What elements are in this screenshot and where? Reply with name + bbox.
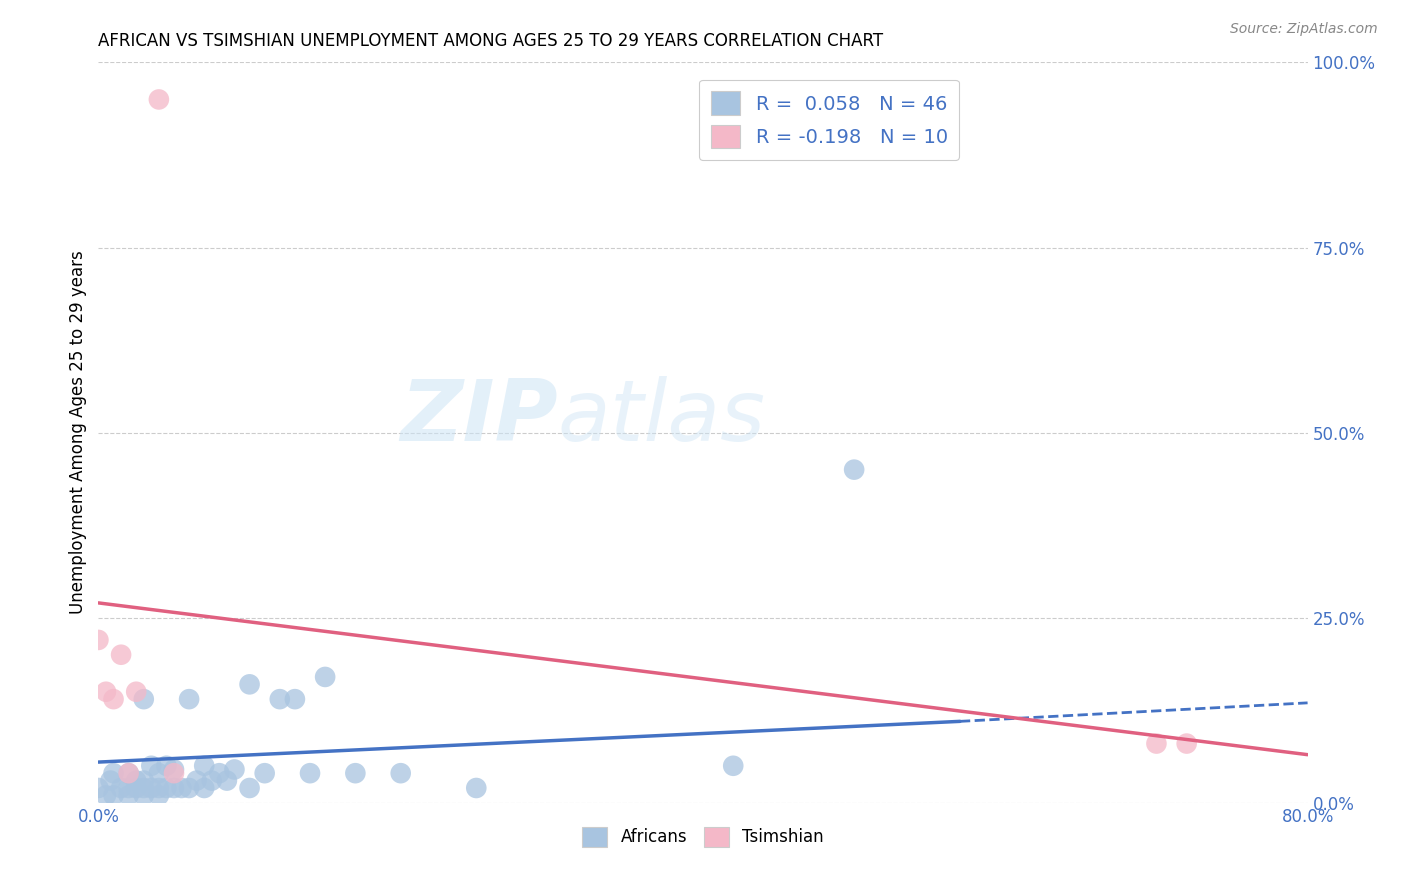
Point	[239, 780, 262, 795]
Point	[125, 780, 148, 795]
Point	[141, 758, 163, 772]
Point	[148, 92, 170, 106]
Point	[201, 773, 224, 788]
Point	[103, 692, 125, 706]
Point	[170, 780, 193, 795]
Point	[118, 789, 141, 803]
Point	[103, 766, 125, 780]
Point	[103, 789, 125, 803]
Point	[118, 766, 141, 780]
Point	[125, 773, 148, 788]
Point	[1144, 737, 1167, 751]
Point	[284, 692, 307, 706]
Point	[269, 692, 291, 706]
Point	[186, 773, 208, 788]
Point	[163, 763, 186, 777]
Point	[344, 766, 367, 780]
Point	[844, 462, 866, 476]
Point	[141, 780, 163, 795]
Point	[132, 692, 155, 706]
Point	[132, 780, 155, 795]
Point	[148, 766, 170, 780]
Text: Source: ZipAtlas.com: Source: ZipAtlas.com	[1230, 22, 1378, 37]
Point	[465, 780, 488, 795]
Text: ZIP: ZIP	[401, 376, 558, 459]
Point	[148, 789, 170, 803]
Point	[193, 758, 215, 772]
Point	[253, 766, 276, 780]
Point	[208, 766, 231, 780]
Point	[389, 766, 412, 780]
Point	[94, 685, 117, 699]
Legend: Africans, Tsimshian: Africans, Tsimshian	[575, 820, 831, 854]
Point	[1175, 737, 1198, 751]
Point	[132, 773, 155, 788]
Point	[224, 763, 246, 777]
Point	[87, 632, 110, 647]
Point	[148, 780, 170, 795]
Point	[110, 780, 132, 795]
Point	[132, 789, 155, 803]
Text: atlas: atlas	[558, 376, 766, 459]
Point	[193, 780, 215, 795]
Point	[125, 685, 148, 699]
Point	[179, 692, 201, 706]
Point	[299, 766, 322, 780]
Y-axis label: Unemployment Among Ages 25 to 29 years: Unemployment Among Ages 25 to 29 years	[69, 251, 87, 615]
Text: AFRICAN VS TSIMSHIAN UNEMPLOYMENT AMONG AGES 25 TO 29 YEARS CORRELATION CHART: AFRICAN VS TSIMSHIAN UNEMPLOYMENT AMONG …	[98, 32, 883, 50]
Point	[100, 773, 122, 788]
Point	[215, 773, 238, 788]
Point	[94, 789, 117, 803]
Point	[163, 780, 186, 795]
Point	[155, 780, 177, 795]
Point	[155, 758, 177, 772]
Point	[723, 758, 745, 772]
Point	[118, 766, 141, 780]
Point	[179, 780, 201, 795]
Point	[163, 766, 186, 780]
Point	[110, 648, 132, 662]
Point	[118, 780, 141, 795]
Point	[87, 780, 110, 795]
Point	[314, 670, 336, 684]
Point	[239, 677, 262, 691]
